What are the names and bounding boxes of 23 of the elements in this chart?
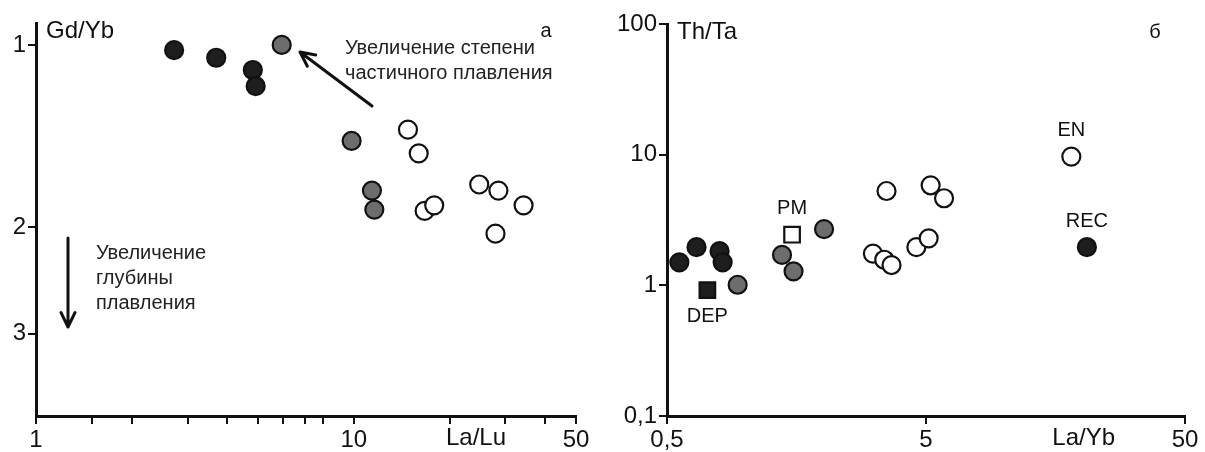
y-tick-label: 0,1 — [623, 400, 657, 428]
y-tick-label: 2 — [12, 211, 26, 239]
y-axis-title: Gd/Yb — [46, 15, 115, 43]
y-tick-label: 10 — [630, 139, 657, 167]
series-label: EN — [1057, 118, 1086, 141]
x-tick-label: 50 — [562, 425, 590, 452]
series-label: REC — [1065, 208, 1108, 231]
x-axis-title: La/Lu — [445, 422, 506, 450]
series-label: DEP — [686, 303, 728, 326]
x-tick-label: 1 — [29, 425, 43, 452]
x-tick-label: 0,5 — [650, 425, 684, 452]
x-axis-title: La/Yb — [1052, 422, 1115, 450]
series-label: PM — [777, 196, 808, 219]
x-tick-label: 50 — [1171, 425, 1199, 452]
x-tick-label: 5 — [919, 425, 933, 452]
y-tick-label: 3 — [12, 318, 26, 346]
chart-title: б — [1149, 19, 1161, 42]
y-tick-label: 100 — [616, 8, 657, 36]
x-tick-label: 10 — [340, 425, 368, 452]
y-axis-title: Th/Ta — [677, 16, 738, 44]
y-tick-label: 1 — [643, 269, 657, 297]
y-tick-label: 1 — [12, 29, 26, 57]
annotation: Увеличение глубины плавления — [96, 240, 208, 315]
